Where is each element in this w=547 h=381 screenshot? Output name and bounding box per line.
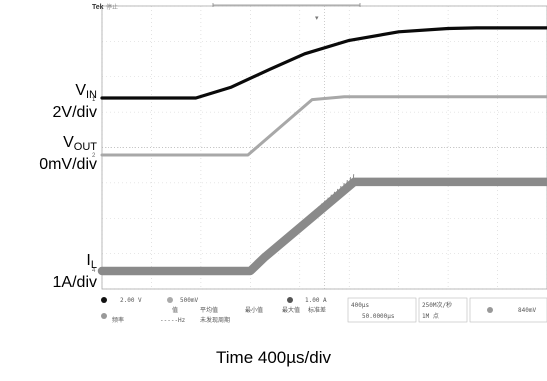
measure-header-std: 标准差 — [308, 306, 326, 314]
scope-brand: Tek — [92, 4, 104, 11]
scope-readout-panel: 2.00 V 500mV 1.00 A 值 平均值 最小值 最大值 标准差 频率… — [92, 294, 547, 327]
measure-header-min: 最小值 — [245, 306, 263, 314]
trace-il-ripple — [249, 174, 355, 273]
trigger-marker-icon: ▾ — [315, 15, 319, 22]
channel-ground-markers: 1 2 4 — [92, 97, 96, 274]
scope-mode: 停止 — [106, 3, 118, 11]
sample-rate-readout: 250M次/秒 — [422, 301, 452, 309]
measure-no-period: 未发现周期 — [200, 316, 230, 324]
time-axis-label: Time 400µs/div — [216, 348, 331, 367]
trace-vin — [100, 26, 547, 100]
trigger-level-readout: 840mV — [518, 307, 536, 314]
ch1-readout: 2.00 V — [120, 297, 142, 304]
timebase-readout: 400µs — [351, 302, 369, 309]
vout-symbol: V — [63, 134, 74, 151]
measure-frequency-label: 频率 — [112, 316, 124, 324]
graticule — [101, 5, 547, 290]
vout-scale: 0mV/div — [39, 156, 97, 173]
il-channel-label: IL 1A/div — [53, 252, 97, 292]
grid-border — [101, 5, 547, 290]
trace-vout — [100, 95, 547, 157]
measure-header-max: 最大值 — [282, 306, 300, 314]
scope-screen — [92, 6, 547, 299]
vin-channel-label: VIN 2V/div — [53, 82, 97, 122]
trigger-position-bracket — [212, 3, 361, 7]
ch4-readout: 1.00 A — [305, 297, 327, 304]
ch1-ground-marker: 1 — [92, 97, 96, 103]
measure-header-value: 值 — [172, 306, 178, 314]
ch4-ground-marker: 4 — [92, 268, 96, 274]
measure-frequency-value: -----Hz — [160, 317, 186, 324]
vin-subscript: IN — [86, 89, 97, 101]
vout-channel-label: VOUT 0mV/div — [39, 134, 97, 174]
il-symbol: I — [86, 252, 91, 269]
il-subscript: L — [90, 259, 97, 271]
ch2-readout: 500mV — [180, 297, 198, 304]
vin-symbol: V — [75, 82, 86, 99]
position-readout: 50.0000µs — [362, 313, 395, 320]
measure-header-mean: 平均值 — [200, 306, 218, 314]
vout-subscript: OUT — [73, 141, 97, 153]
scope-top-bar: Tek 停止 ▾ — [92, 3, 361, 22]
ch2-ground-marker: 2 — [92, 153, 96, 159]
il-scale: 1A/div — [52, 274, 97, 291]
waveform-traces — [97, 26, 547, 276]
vin-scale: 2V/div — [52, 104, 97, 121]
record-length-readout: 1M 点 — [422, 312, 439, 320]
